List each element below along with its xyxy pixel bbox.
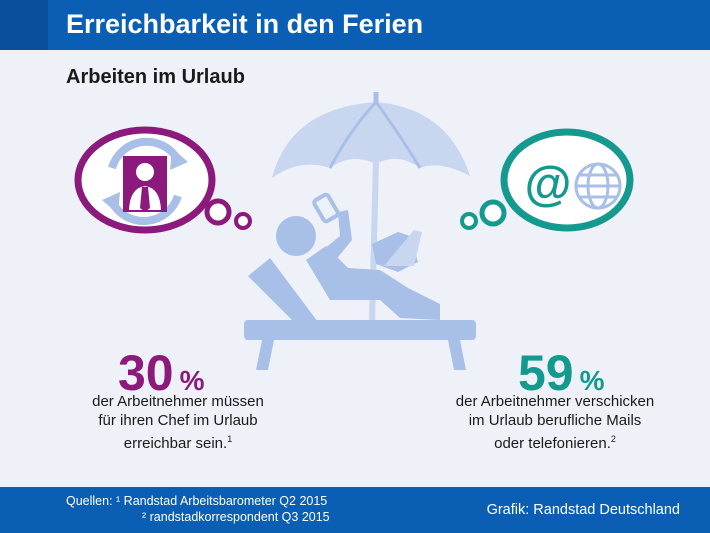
stat-right-number: 59 [518,345,574,401]
stat-left-description: der Arbeitnehmer müssen für ihren Chef i… [58,392,298,453]
footer-credit: Grafik: Randstad Deutschland [486,502,680,518]
email-web-icon: @ [460,128,634,232]
stat-left-line-3: erreichbar sein. [123,435,228,452]
stat-left-number: 30 [118,345,174,401]
stat-right-line-3-wrap: oder telefonieren.2 [430,430,680,453]
stat-left-unit: % [179,365,205,396]
stat-right-line-1: der Arbeitnehmer verschicken [455,393,655,410]
boss-contact-icon [74,126,252,234]
stat-left-value: 30% [118,348,205,398]
stat-left-line-3-wrap: erreichbar sein.1 [58,430,298,453]
stat-right-description: der Arbeitnehmer verschicken im Urlaub b… [430,392,680,453]
stat-right-value: 59% [518,348,605,398]
stat-left-footnote: 1 [227,434,233,444]
footer-source-1: Quellen: ¹ Randstad Arbeitsbarometer Q2 … [66,494,328,508]
stat-right-line-3: oder telefonieren. [494,435,611,452]
footer-sources: Quellen: ¹ Randstad Arbeitsbarometer Q2 … [66,493,330,525]
subtitle: Arbeiten im Urlaub [66,66,245,88]
stat-left-line-1: der Arbeitnehmer müssen [92,393,264,410]
person-on-beach-lounger-icon [244,92,476,370]
stat-left-line-2: für ihren Chef im Urlaub [98,412,258,429]
stat-right-footnote: 2 [610,434,616,444]
footer-bar: Quellen: ¹ Randstad Arbeitsbarometer Q2 … [0,487,710,533]
page-title: Erreichbarkeit in den Ferien [66,9,424,39]
stat-right-unit: % [579,365,605,396]
header-bar: Erreichbarkeit in den Ferien [0,0,710,50]
footer-source-2: ² randstadkorrespondent Q3 2015 [142,510,330,524]
svg-text:@: @ [525,158,572,211]
stat-right-line-2: im Urlaub berufliche Mails [468,412,642,429]
header-accent [0,0,48,50]
